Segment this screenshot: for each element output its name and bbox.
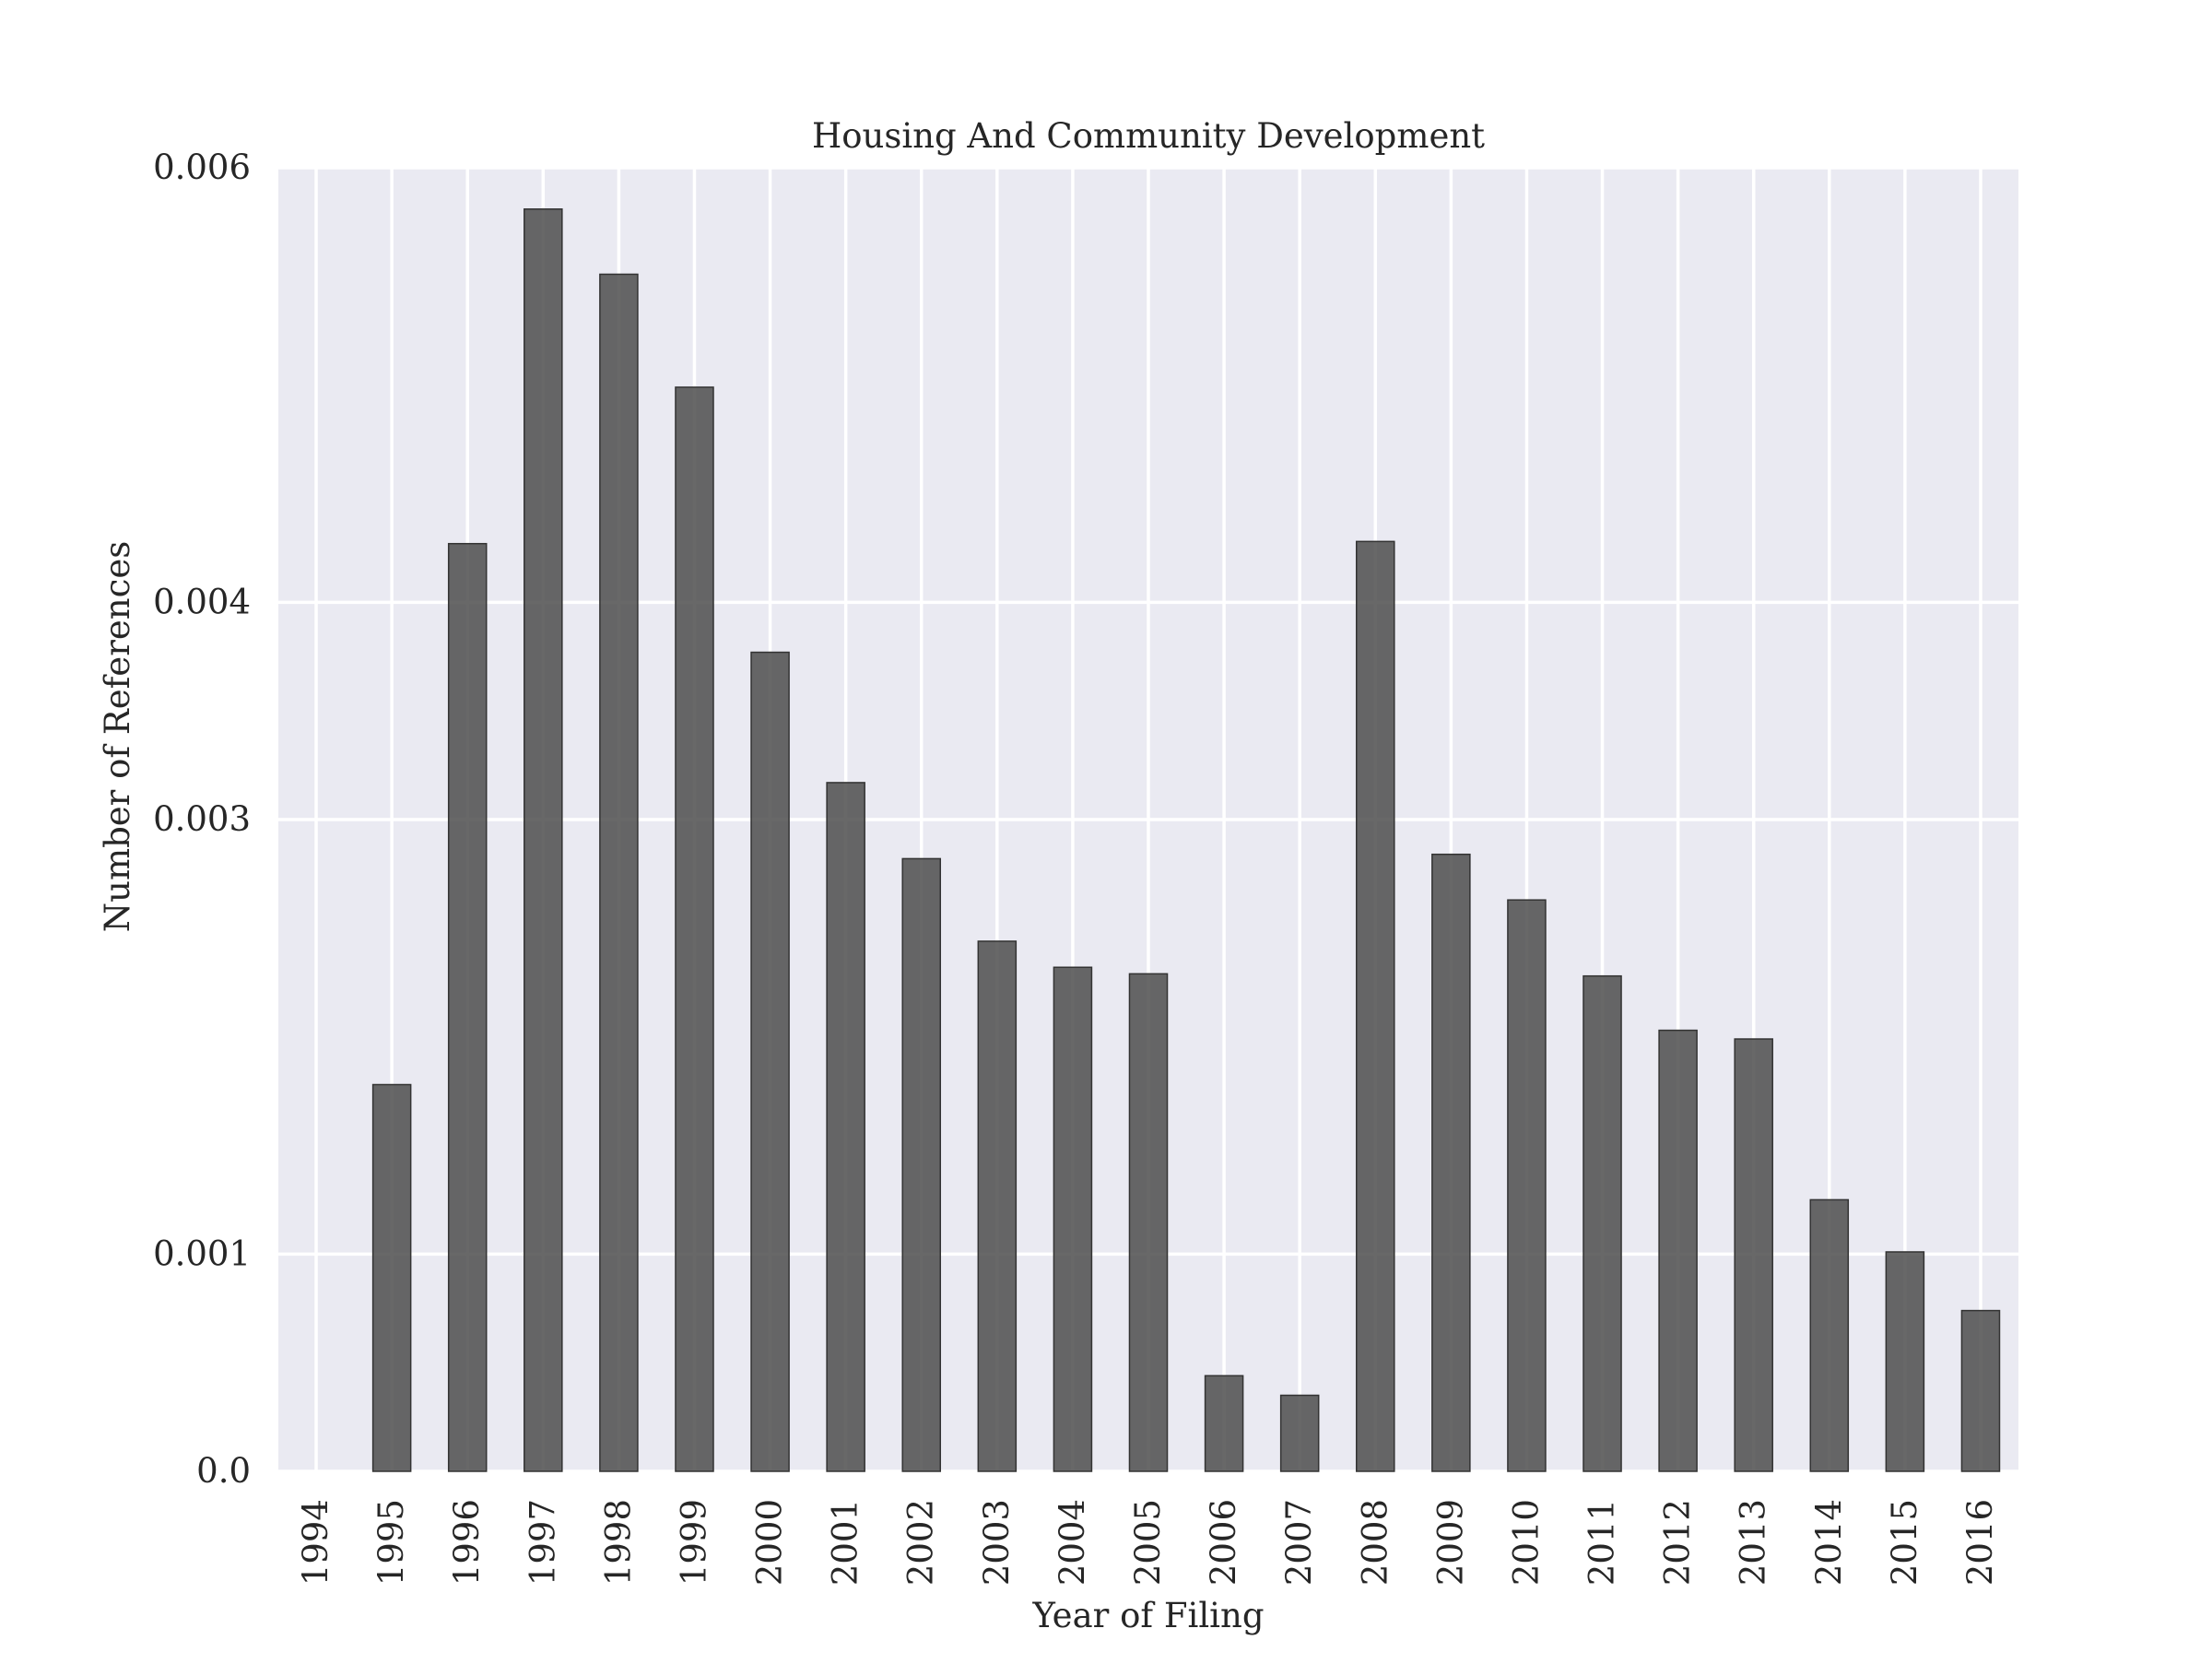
y-tick-label: 0.003 <box>153 799 251 839</box>
bar-2016 <box>1960 1309 2001 1472</box>
x-tick-label: 2003 <box>977 1499 1017 1586</box>
bar-1995 <box>371 1083 412 1472</box>
x-tick-label: 1999 <box>674 1499 713 1586</box>
bar-2007 <box>1279 1394 1320 1472</box>
bar-2006 <box>1204 1375 1244 1472</box>
bar-1998 <box>599 273 639 1472</box>
x-tick-label: 2015 <box>1885 1499 1924 1586</box>
x-axis-label: Year of Filing <box>1031 1596 1264 1635</box>
y-tick-label: 0.0 <box>196 1451 251 1491</box>
x-tick-label: 2006 <box>1204 1499 1243 1586</box>
bar-2004 <box>1053 966 1093 1472</box>
bar-2005 <box>1128 973 1169 1472</box>
bar-1996 <box>447 542 488 1472</box>
bar-1997 <box>524 208 563 1472</box>
chart-title: Housing And Community Development <box>812 116 1485 156</box>
bar-2011 <box>1583 974 1622 1472</box>
x-tick-label: 2000 <box>750 1499 790 1586</box>
bar-2015 <box>1885 1251 1925 1472</box>
bar-2013 <box>1734 1038 1773 1472</box>
bar-2000 <box>750 651 790 1472</box>
bar-2003 <box>977 940 1018 1472</box>
x-tick-label: 2004 <box>1053 1499 1092 1586</box>
bars <box>371 208 2001 1472</box>
x-tick-label: 2005 <box>1128 1499 1168 1586</box>
x-tick-label: 1997 <box>523 1499 562 1586</box>
y-axis-label: Number of References <box>98 541 137 932</box>
x-tick-label: 2007 <box>1279 1499 1319 1586</box>
bar-2002 <box>901 857 942 1472</box>
x-tick-label: 1994 <box>296 1499 335 1586</box>
x-axis-ticks: 1994 1995 1996 1997 1998 1999 2000 2001 2002 2003… <box>296 1499 2000 1586</box>
x-tick-label: 1998 <box>598 1499 638 1586</box>
x-tick-label: 2008 <box>1355 1499 1394 1586</box>
x-tick-label: 2009 <box>1430 1499 1470 1586</box>
x-tick-label: 1995 <box>371 1499 411 1586</box>
bar-2010 <box>1507 899 1547 1472</box>
x-tick-label: 2010 <box>1506 1499 1546 1586</box>
y-tick-label: 0.006 <box>153 148 251 187</box>
bar-1999 <box>675 386 714 1472</box>
x-tick-label: 2012 <box>1658 1499 1698 1586</box>
x-tick-label: 2001 <box>826 1499 865 1586</box>
x-tick-label: 2011 <box>1583 1499 1622 1586</box>
x-tick-label: 2016 <box>1960 1499 2000 1586</box>
x-tick-label: 2014 <box>1809 1499 1849 1586</box>
y-tick-label: 0.001 <box>153 1233 251 1273</box>
bar-2008 <box>1355 540 1395 1472</box>
x-tick-label: 2013 <box>1734 1499 1773 1586</box>
bar-2012 <box>1658 1029 1698 1472</box>
y-tick-label: 0.004 <box>153 582 251 621</box>
bar-2014 <box>1809 1198 1850 1472</box>
bar-2009 <box>1431 853 1471 1472</box>
x-tick-label: 2002 <box>901 1499 941 1586</box>
x-tick-label: 1996 <box>447 1499 487 1586</box>
bar-2001 <box>826 782 865 1472</box>
y-axis-ticks: 0.0 0.001 0.003 0.004 0.006 <box>153 148 251 1491</box>
